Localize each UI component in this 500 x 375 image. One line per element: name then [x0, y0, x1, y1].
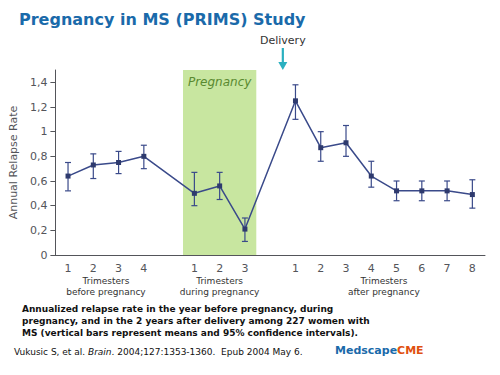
svg-text:Delivery: Delivery	[260, 34, 306, 47]
svg-text:Annual Relapse Rate: Annual Relapse Rate	[7, 105, 20, 219]
svg-text:pregnancy, and in the 2 years: pregnancy, and in the 2 years after deli…	[22, 316, 370, 326]
svg-text:2: 2	[317, 262, 324, 275]
svg-text:before pregnancy: before pregnancy	[66, 287, 146, 297]
svg-text:3: 3	[241, 262, 248, 275]
svg-text:0,2: 0,2	[30, 224, 48, 237]
svg-text:3: 3	[343, 262, 350, 275]
svg-text:0,8: 0,8	[30, 150, 48, 163]
svg-text:Annualized relapse rate in the: Annualized relapse rate in the year befo…	[22, 304, 333, 314]
svg-text:. 2004;127:1353-1360. Epub 20: . 2004;127:1353-1360. Epub 2004 May 6.	[112, 347, 303, 357]
svg-text:Brain: Brain	[88, 347, 112, 357]
svg-text:0,4: 0,4	[30, 199, 48, 212]
svg-text:Pregnancy: Pregnancy	[188, 75, 252, 89]
svg-text:1: 1	[65, 262, 72, 275]
svg-text:Trimesters: Trimesters	[360, 276, 408, 286]
svg-text:during pregnancy: during pregnancy	[180, 287, 260, 297]
svg-text:1,2: 1,2	[30, 101, 48, 114]
svg-text:2: 2	[216, 262, 223, 275]
svg-text:2: 2	[90, 262, 97, 275]
svg-text:6: 6	[418, 262, 425, 275]
svg-text:7: 7	[444, 262, 451, 275]
svg-text:1: 1	[40, 125, 47, 138]
svg-text:Trimesters: Trimesters	[82, 276, 130, 286]
svg-text:0,6: 0,6	[30, 175, 48, 188]
svg-text:Vukusic S, et al.: Vukusic S, et al.	[14, 347, 88, 357]
svg-text:5: 5	[393, 262, 400, 275]
svg-text:after pregnancy: after pregnancy	[348, 287, 420, 297]
svg-text:0: 0	[40, 249, 47, 262]
svg-text:MS (vertical bars represent me: MS (vertical bars represent means and 95…	[22, 328, 358, 338]
svg-text:CME: CME	[397, 344, 424, 357]
svg-text:4: 4	[140, 262, 147, 275]
svg-text:8: 8	[469, 262, 476, 275]
svg-text:1,4: 1,4	[30, 76, 48, 89]
svg-text:Trimesters: Trimesters	[195, 276, 243, 286]
svg-text:1: 1	[292, 262, 299, 275]
svg-text:Medscape: Medscape	[335, 344, 397, 357]
svg-text:4: 4	[368, 262, 375, 275]
svg-text:3: 3	[115, 262, 122, 275]
svg-text:1: 1	[191, 262, 198, 275]
svg-text:Pregnancy in MS (PRIMS) Study: Pregnancy in MS (PRIMS) Study	[19, 10, 306, 29]
